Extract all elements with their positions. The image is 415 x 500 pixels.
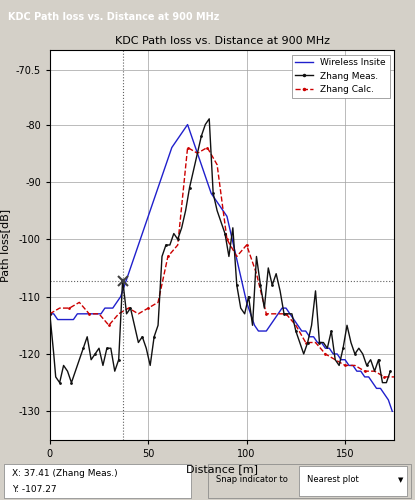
Text: Snap indicator to: Snap indicator to [216,476,288,484]
Y-axis label: Path loss[dB]: Path loss[dB] [0,208,10,282]
Text: X: 37.41 (Zhang Meas.): X: 37.41 (Zhang Meas.) [12,470,118,478]
X-axis label: Distance [m]: Distance [m] [186,464,258,474]
Title: KDC Path loss vs. Distance at 900 MHz: KDC Path loss vs. Distance at 900 MHz [115,36,330,46]
Legend: Wireless Insite, Zhang Meas., Zhang Calc.: Wireless Insite, Zhang Meas., Zhang Calc… [292,54,390,98]
FancyBboxPatch shape [299,466,407,496]
FancyBboxPatch shape [208,464,411,498]
Text: ▼: ▼ [398,477,404,483]
Text: Nearest plot: Nearest plot [307,476,359,484]
Text: KDC Path loss vs. Distance at 900 MHz: KDC Path loss vs. Distance at 900 MHz [8,12,220,22]
Text: Y: -107.27: Y: -107.27 [12,486,57,494]
FancyBboxPatch shape [4,464,191,498]
